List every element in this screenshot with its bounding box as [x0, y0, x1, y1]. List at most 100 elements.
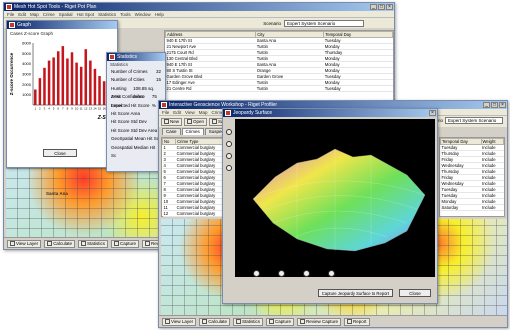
reset-view-icon[interactable]: [328, 270, 335, 277]
menu-item[interactable]: Window: [134, 12, 151, 17]
menu-item[interactable]: View: [185, 110, 195, 115]
chart-bar: [89, 60, 92, 105]
table-cell: Monday: [323, 79, 393, 86]
menu-item[interactable]: File: [7, 12, 15, 17]
open-button[interactable]: Open: [184, 117, 208, 126]
capture-surface-button[interactable]: Capture Jeopardy Surface to Report: [317, 289, 393, 297]
table-row[interactable]: Tuesday Include: [440, 144, 504, 151]
menu-item[interactable]: Statistics: [98, 12, 117, 17]
bottom-toolbar-button[interactable]: View Layer: [7, 239, 42, 248]
x-tick-label: 5: [53, 107, 55, 111]
minimize-button[interactable]: _: [483, 102, 490, 108]
rotate-icon[interactable]: [225, 129, 232, 135]
column-header[interactable]: Address: [164, 31, 257, 38]
menu-item[interactable]: Edit: [173, 110, 182, 115]
back-scenario-bar: Scenario Expert System Scenario: [4, 18, 394, 28]
pan-icon[interactable]: [225, 153, 232, 159]
table-row[interactable]: 9 Commercial burglary: [162, 192, 240, 199]
table-row[interactable]: 17 Edinger Ave Tustin Monday: [165, 79, 393, 86]
bottom-toolbar-button[interactable]: Calculate: [44, 239, 75, 248]
menu-item[interactable]: Crime: [211, 110, 224, 115]
column-header[interactable]: City: [255, 31, 325, 38]
table-row[interactable]: 12 Commercial burglary: [162, 210, 240, 217]
table-row[interactable]: 5 Commercial burglary: [162, 168, 240, 175]
table-row[interactable]: Friday Include: [440, 174, 504, 181]
menu-item[interactable]: Help: [154, 12, 164, 17]
table-row[interactable]: 2 Commercial burglary: [162, 150, 240, 157]
bottom-toolbar-button[interactable]: Calculate: [199, 317, 230, 326]
table-row[interactable]: 940 E 17th St Santa Ana Tuesday: [165, 37, 393, 44]
zoom-icon[interactable]: [225, 141, 232, 147]
table-row[interactable]: 11 Commercial burglary: [162, 204, 240, 211]
menu-item[interactable]: Edit: [18, 12, 27, 17]
view-top-icon[interactable]: [303, 270, 310, 277]
column-header[interactable]: Temporal Day: [323, 31, 393, 38]
scenario-select[interactable]: Expert System Scenario: [445, 117, 503, 124]
table-row[interactable]: Monday Include: [440, 198, 504, 205]
table-row[interactable]: 4 Commercial burglary: [162, 162, 240, 169]
table-row[interactable]: Saturday Include: [440, 204, 504, 211]
table-row[interactable]: 8 Commercial burglary: [162, 186, 240, 193]
table-cell: Tuesday: [440, 186, 482, 193]
menu-item[interactable]: Tools: [120, 12, 131, 17]
close-button[interactable]: ×: [386, 4, 393, 10]
button-label: Statistics: [86, 241, 105, 246]
new-button[interactable]: New: [161, 117, 183, 126]
open-icon: [187, 119, 193, 124]
view-front-icon[interactable]: [253, 270, 260, 277]
table-row[interactable]: Wednesday Include: [440, 162, 504, 169]
scenario-select[interactable]: Expert System Scenario: [284, 19, 364, 27]
jeopardy-surface-view[interactable]: [235, 119, 435, 277]
tab-case[interactable]: Case: [162, 128, 181, 135]
table-row[interactable]: 21 Newport Ave Tustin Monday: [165, 43, 393, 50]
bottom-toolbar-button[interactable]: Review Capture: [296, 317, 341, 326]
x-tick-label: 7: [62, 107, 64, 111]
column-header[interactable]: No: [161, 138, 177, 145]
menu-item[interactable]: Map: [198, 110, 208, 115]
table-row[interactable]: 940 E 17th St Santa Ana Monday: [165, 61, 393, 68]
table-row[interactable]: Garden Grove Blvd Garden Grove Tuesday: [165, 73, 393, 80]
menu-item[interactable]: Spatial: [58, 12, 73, 17]
table-row[interactable]: Thursday Include: [440, 168, 504, 175]
statistic-label: Hit Score Std Dev: [111, 119, 147, 125]
table-row[interactable]: Tuesday Include: [440, 192, 504, 199]
table-row[interactable]: 7 Commercial burglary: [162, 180, 240, 187]
tab-crimes[interactable]: Crimes: [181, 128, 204, 135]
menu-item[interactable]: Hot Spot: [76, 12, 95, 17]
statistic-label: Hunting Area: [111, 85, 127, 100]
menu-item[interactable]: File: [162, 110, 170, 115]
minimize-button[interactable]: _: [370, 4, 377, 10]
maximize-button[interactable]: □: [491, 102, 498, 108]
tilt-icon[interactable]: [225, 165, 232, 171]
table-row[interactable]: 6 Commercial burglary: [162, 174, 240, 181]
table-row[interactable]: 21 Centre Rd Tustin Tuesday: [165, 85, 393, 92]
x-tick-label: 3: [44, 107, 46, 111]
table-row[interactable]: Friday Include: [440, 156, 504, 163]
bottom-toolbar-button[interactable]: Capture: [110, 239, 139, 248]
y-tick-label: 5000: [22, 51, 32, 56]
table-row[interactable]: 3 Commercial burglary: [162, 156, 240, 163]
menu-item[interactable]: Crime: [42, 12, 55, 17]
statistic-label: Hit Score Std Dev Area: [111, 127, 158, 133]
maximize-button[interactable]: □: [378, 4, 385, 10]
close-surface-button[interactable]: Close: [399, 289, 431, 297]
table-row[interactable]: 1 Commercial burglary: [162, 144, 240, 151]
bottom-toolbar-button[interactable]: Report: [344, 317, 370, 326]
table-row[interactable]: 2175 Court Rd Tustin Thursday: [165, 49, 393, 56]
bottom-toolbar-button[interactable]: View Layer: [162, 317, 197, 326]
close-graph-button[interactable]: Close: [43, 149, 77, 157]
bottom-toolbar-button[interactable]: Statistics: [232, 317, 263, 326]
close-button[interactable]: ×: [429, 110, 436, 116]
bottom-toolbar-button[interactable]: Capture: [265, 317, 294, 326]
bottom-toolbar-button[interactable]: Statistics: [77, 239, 108, 248]
menu-item[interactable]: Map: [30, 12, 39, 17]
view-side-icon[interactable]: [278, 270, 285, 277]
table-row[interactable]: Wednesday Include: [440, 180, 504, 187]
table-row[interactable]: 10 Commercial burglary: [162, 198, 240, 205]
table-row[interactable]: 80 S Tustin St Orange Monday: [165, 67, 393, 74]
column-header[interactable]: Weight: [480, 138, 505, 145]
table-row[interactable]: Tuesday Include: [440, 186, 504, 193]
table-row[interactable]: Thursday Include: [440, 150, 504, 157]
close-button[interactable]: ×: [499, 102, 506, 108]
table-row[interactable]: 130 Central Blvd Tustin Monday: [165, 55, 393, 62]
